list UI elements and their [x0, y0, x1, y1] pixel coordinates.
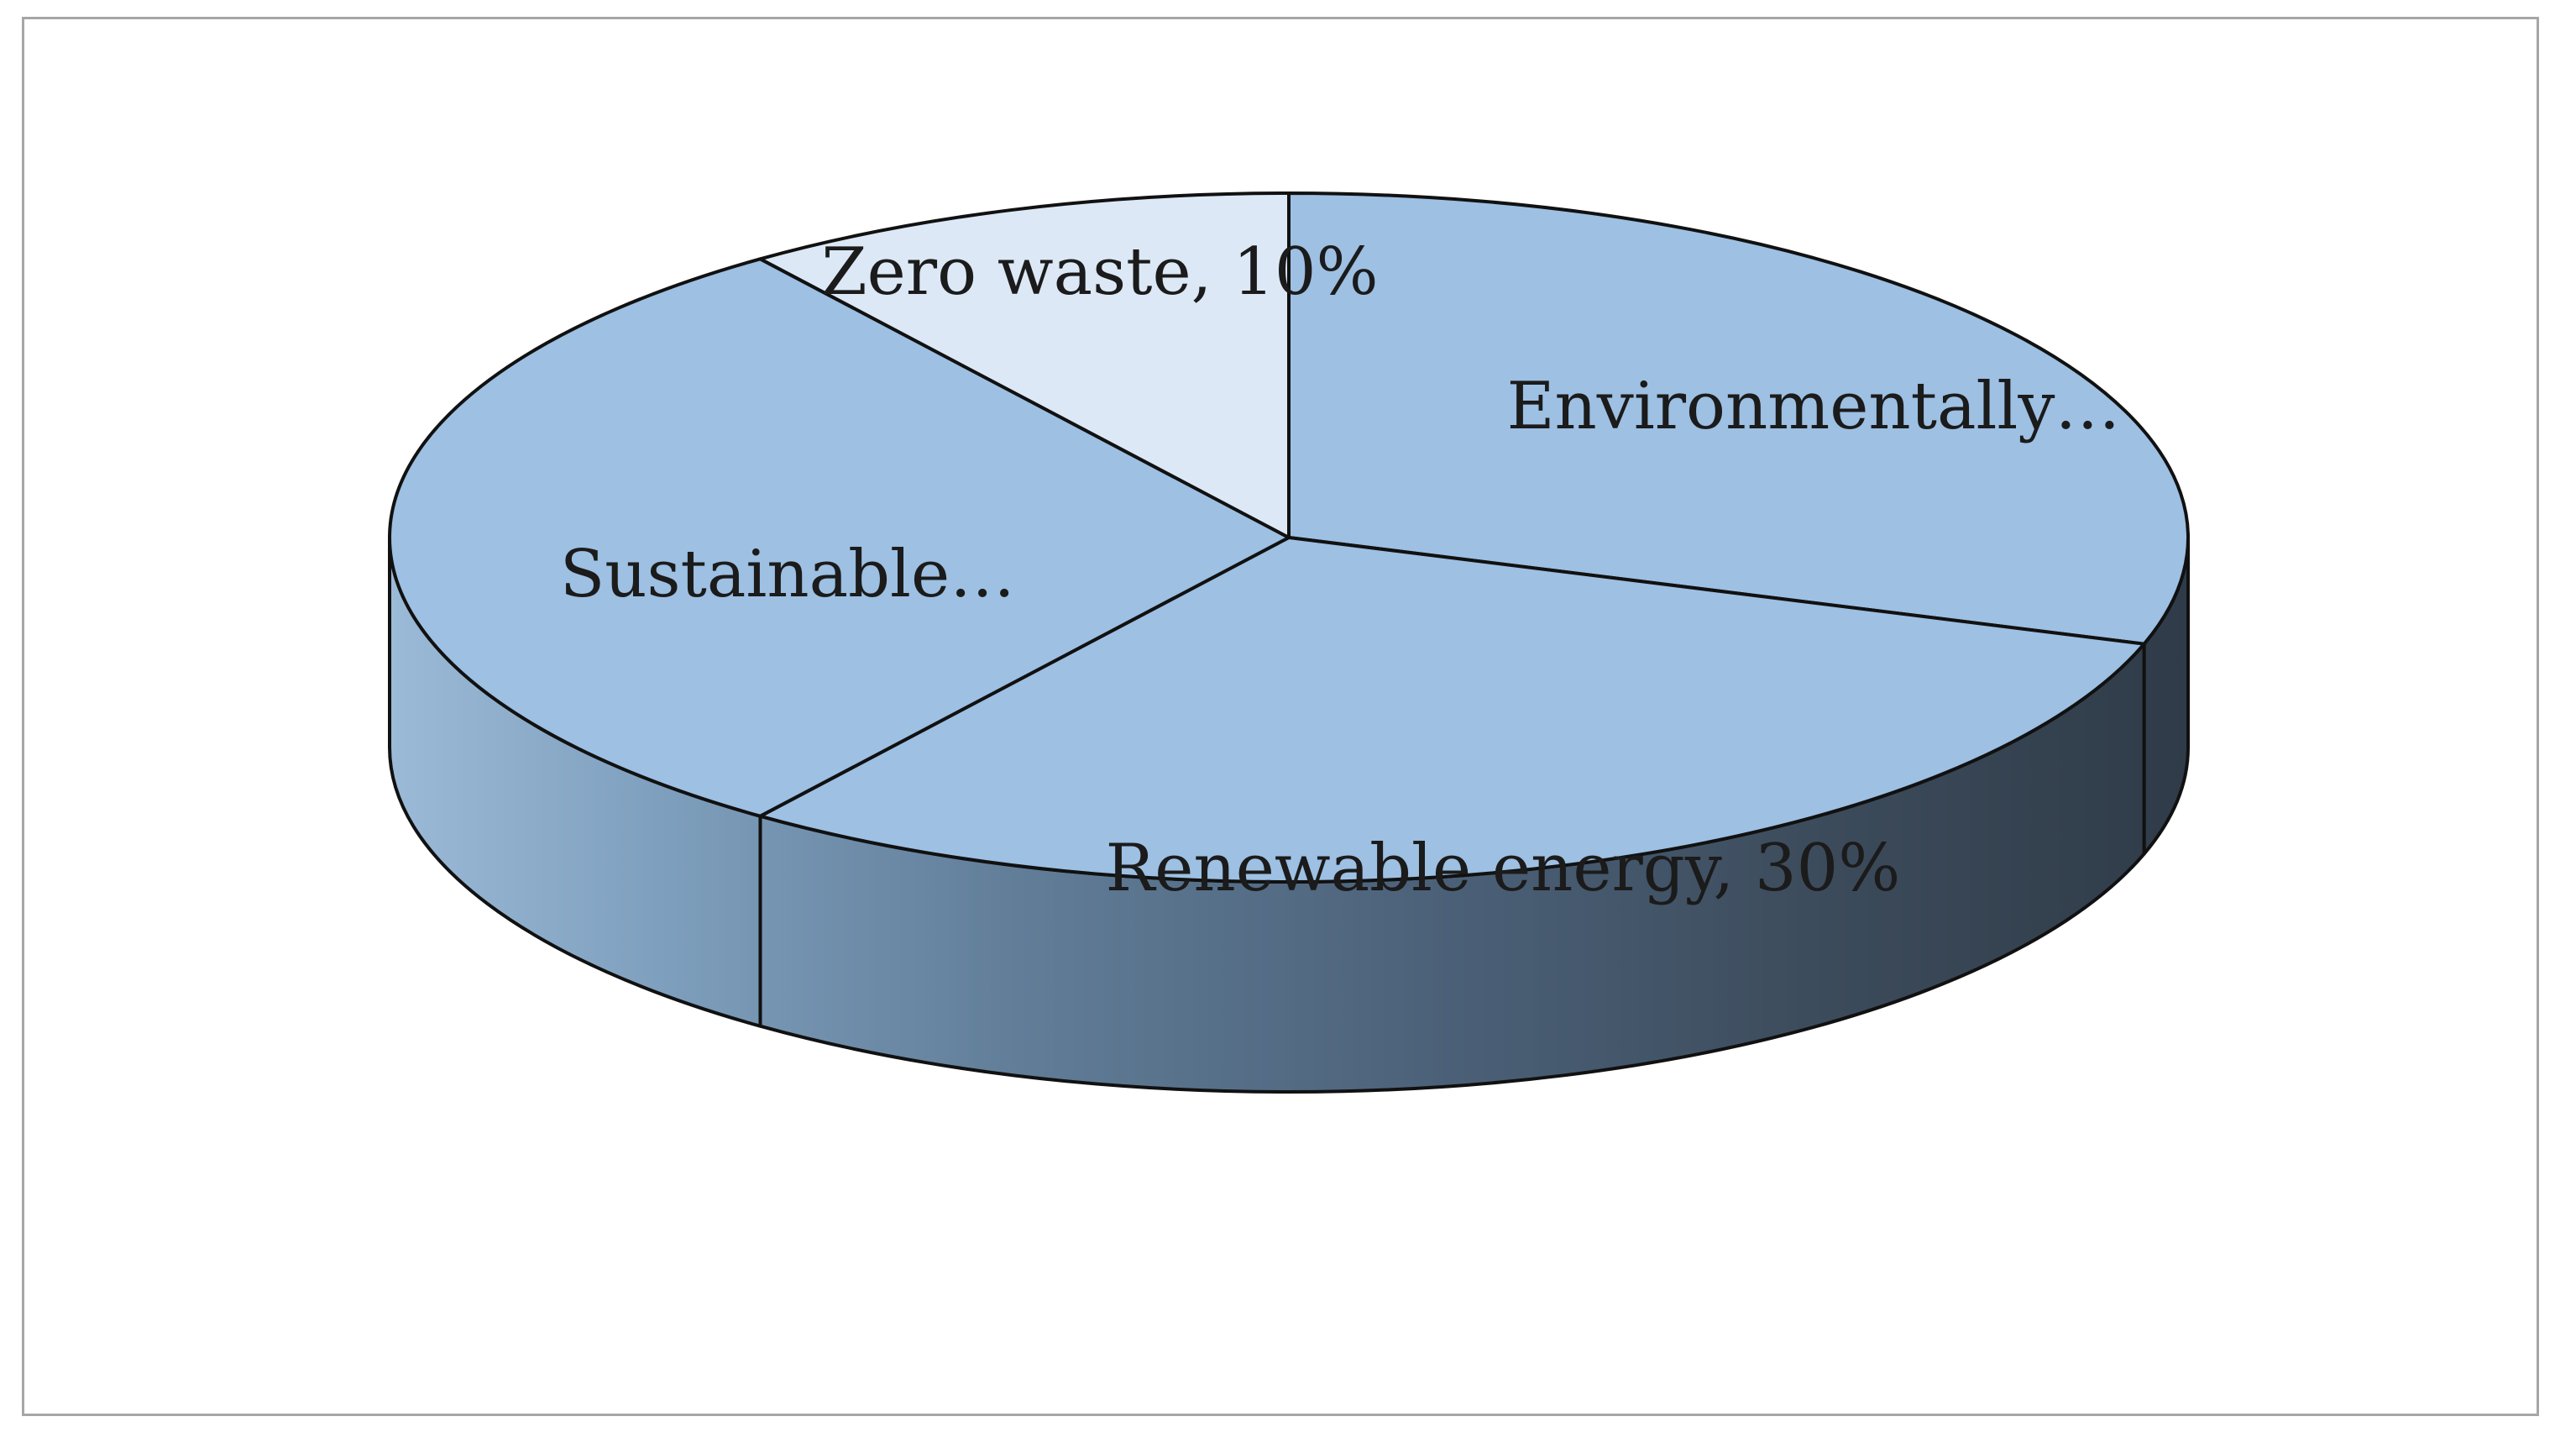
- slice-label-3: Sustainable…: [560, 537, 1015, 612]
- pie-slice-2: [758, 536, 2146, 884]
- pie-slice-4: [758, 191, 1291, 539]
- slice-label-1: Environmentally…: [1507, 369, 2121, 444]
- pie-slice-1: [1287, 191, 2190, 646]
- pie-slice-3: [388, 257, 1291, 818]
- slice-label-2: Renewable energy, 30%: [1106, 831, 1901, 906]
- slice-label-4: Zero waste, 10%: [821, 234, 1378, 310]
